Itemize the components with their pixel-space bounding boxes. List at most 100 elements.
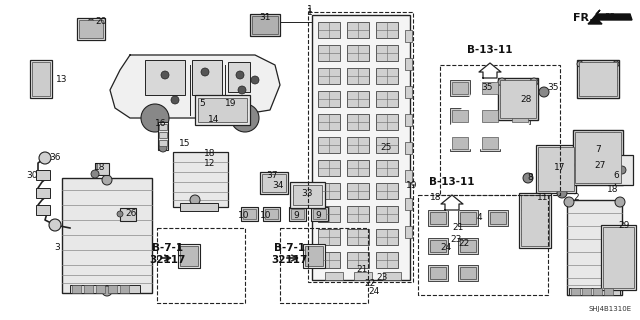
Bar [95,163,109,175]
Bar [62,178,152,293]
Bar [252,16,278,34]
Bar [569,288,620,295]
Bar [376,22,398,38]
Bar [79,20,103,38]
Bar [347,229,369,245]
Bar [460,240,476,252]
Polygon shape [479,63,501,78]
Bar [30,60,52,98]
Bar [77,18,105,40]
Bar [228,62,250,92]
Bar [480,80,500,96]
Bar [405,226,412,238]
Text: 36: 36 [49,154,61,163]
Circle shape [267,177,277,187]
Text: B-13-11: B-13-11 [467,45,513,55]
Bar [579,62,617,96]
Bar [262,174,286,192]
Bar [567,200,622,295]
Text: 32117: 32117 [272,255,308,265]
Bar [603,227,634,288]
Text: 24: 24 [369,286,380,295]
Text: 16: 16 [156,118,167,127]
Bar [289,207,306,221]
Bar [318,45,340,61]
Bar [376,183,398,199]
Circle shape [563,170,573,180]
Circle shape [618,166,626,174]
Circle shape [161,71,169,79]
Text: 11: 11 [537,194,548,203]
Bar [571,288,580,295]
Circle shape [564,160,574,170]
Bar [159,132,167,138]
Bar [536,145,576,193]
Bar [376,160,398,176]
Bar [440,65,560,195]
Bar [458,210,478,226]
Bar [180,246,198,266]
Bar [195,95,250,125]
Bar [376,68,398,84]
Polygon shape [110,55,280,118]
Bar [198,98,247,122]
Bar [347,91,369,107]
Circle shape [251,76,259,84]
Text: 30: 30 [26,171,38,180]
Bar [573,130,623,185]
Bar [601,225,636,290]
Bar [354,272,372,280]
Bar [318,252,340,268]
Text: 34: 34 [272,180,284,189]
Bar [280,228,368,303]
Text: 5: 5 [199,99,205,108]
Bar [318,229,340,245]
Bar [312,15,410,280]
Bar [173,152,228,207]
Bar [405,114,412,126]
Text: 25: 25 [380,143,392,153]
Bar [450,135,470,151]
Bar [376,252,398,268]
Text: 22: 22 [458,239,470,249]
Text: 18: 18 [607,186,619,195]
Bar [265,209,278,219]
Bar [347,252,369,268]
Bar [158,122,168,150]
Bar [108,285,117,293]
Bar [452,82,468,94]
Bar [36,188,50,198]
Bar [303,244,325,268]
Text: 21: 21 [356,266,368,275]
Text: 13: 13 [56,76,68,84]
Circle shape [530,78,538,86]
Circle shape [564,197,574,207]
Text: 9: 9 [315,211,321,220]
Bar [604,288,613,295]
Bar [145,60,185,95]
Bar [383,272,401,280]
Circle shape [49,219,61,231]
Bar [418,195,548,295]
Bar [241,207,258,221]
Circle shape [159,144,167,152]
Bar [575,132,621,183]
Text: 4: 4 [476,213,482,222]
Text: 32117: 32117 [150,255,186,265]
Bar [482,137,498,149]
Circle shape [557,188,567,198]
Bar [180,203,218,211]
Text: 3: 3 [54,244,60,252]
Bar [318,68,340,84]
Bar [430,240,446,252]
Bar [519,193,551,248]
Text: 6: 6 [613,171,619,180]
Circle shape [38,64,44,70]
Circle shape [577,61,583,67]
Bar [318,183,340,199]
Circle shape [238,86,246,94]
Bar [347,114,369,130]
Text: 2: 2 [573,194,579,203]
Bar [405,58,412,70]
Bar [36,170,50,180]
